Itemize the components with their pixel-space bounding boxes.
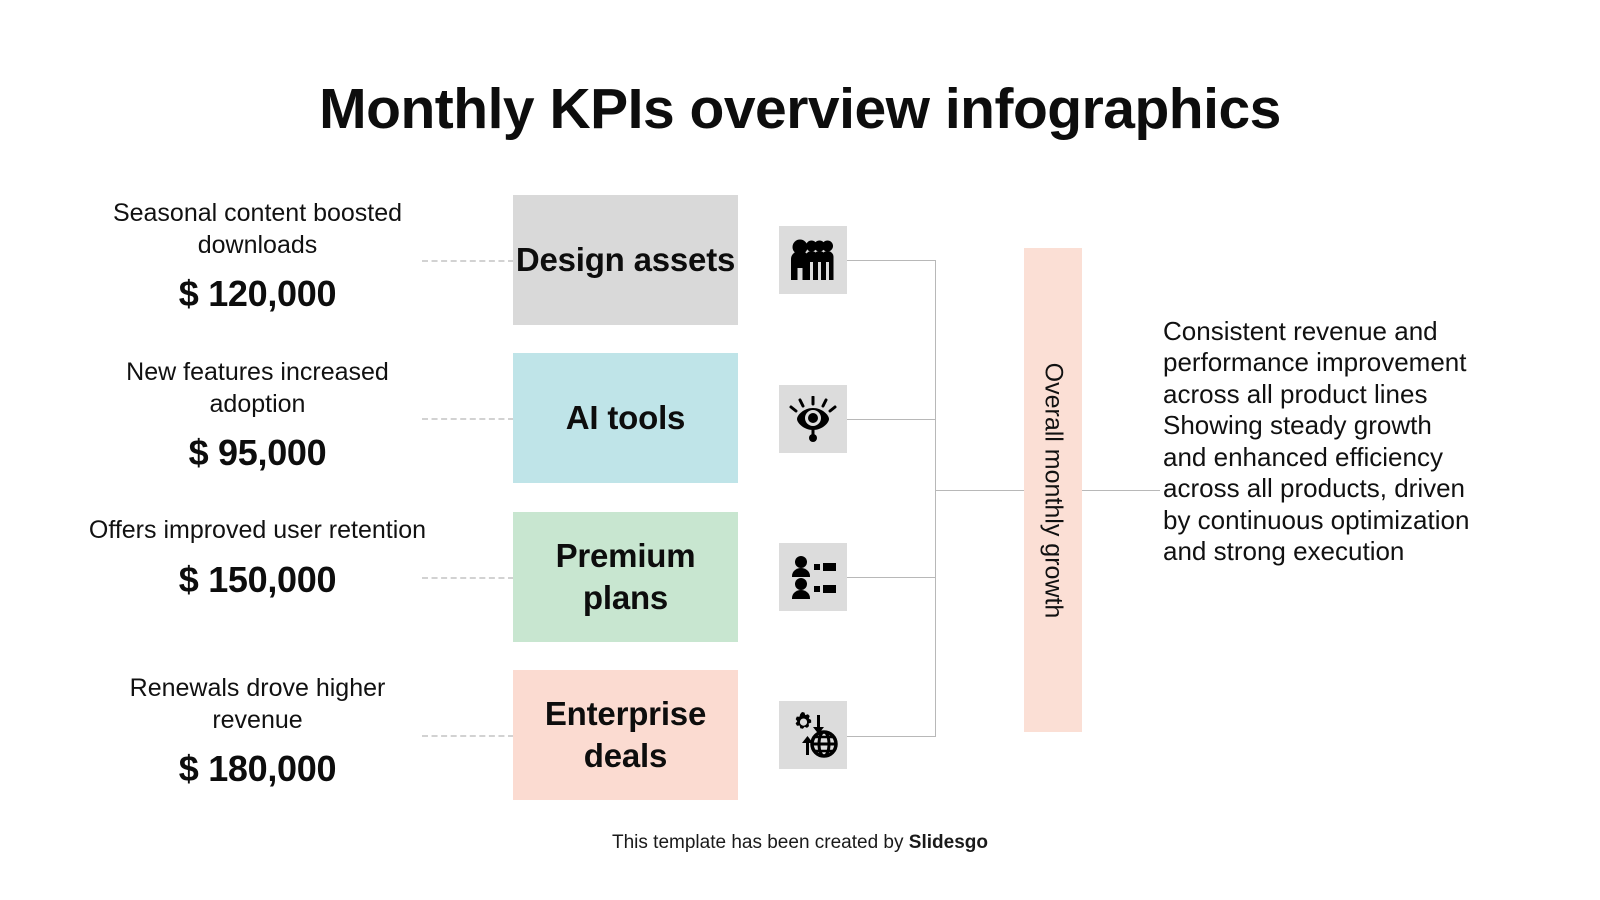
gear-globe-sync-icon <box>788 711 838 759</box>
footer-brand: Slidesgo <box>908 832 988 853</box>
icon-tile-premium-plans <box>779 543 847 611</box>
bracket-line <box>847 419 936 420</box>
stat-description: Offers improved user retention <box>88 516 427 544</box>
category-box-ai-tools[interactable]: AI tools <box>513 353 738 483</box>
icon-tile-ai-tools <box>779 385 847 453</box>
category-label: Premium plans <box>555 537 696 616</box>
stat-description: Renewals drove higher revenue <box>129 674 386 734</box>
crowd-of-people-icon <box>789 238 837 282</box>
bracket-line <box>847 260 936 261</box>
dashed-connector <box>422 418 514 420</box>
category-box-premium-plans[interactable]: Premium plans <box>513 512 738 642</box>
stat-description: New features increased adoption <box>126 358 389 418</box>
stat-block: Renewals drove higher revenue $ 180,000 <box>85 673 430 790</box>
stat-block: Seasonal content boosted downloads $ 120… <box>85 198 430 315</box>
dashed-connector <box>422 735 514 737</box>
category-label: AI tools <box>565 399 686 437</box>
summary-text: Consistent revenue and performance impro… <box>1163 316 1470 567</box>
dashed-connector <box>422 260 514 262</box>
page-title: Monthly KPIs overview infographics <box>319 77 1281 141</box>
user-list-icon <box>789 555 837 599</box>
bracket-line <box>847 736 936 737</box>
bracket-spine <box>935 260 936 736</box>
stat-value: $ 180,000 <box>178 748 337 789</box>
overall-growth-bar: Overall monthly growth <box>1024 248 1082 732</box>
category-label: Design assets <box>515 241 736 279</box>
stat-value: $ 120,000 <box>178 273 337 314</box>
stat-block: New features increased adoption $ 95,000 <box>85 357 430 474</box>
icon-tile-enterprise-deals <box>779 701 847 769</box>
stat-value: $ 95,000 <box>188 432 327 473</box>
eye-with-rays-icon <box>788 396 838 442</box>
stat-description: Seasonal content boosted downloads <box>112 199 403 259</box>
icon-tile-design-assets <box>779 226 847 294</box>
stat-value: $ 150,000 <box>178 558 337 600</box>
bracket-line <box>847 577 936 578</box>
footer-prefix: This template has been created by <box>612 832 909 853</box>
category-box-design-assets[interactable]: Design assets <box>513 195 738 325</box>
dashed-connector <box>422 577 514 579</box>
overall-growth-label: Overall monthly growth <box>1039 362 1068 618</box>
category-label: Enterprise deals <box>544 695 707 774</box>
category-box-enterprise-deals[interactable]: Enterprise deals <box>513 670 738 800</box>
stat-block: Offers improved user retention $ 150,000 <box>85 515 430 601</box>
footer-credit: This template has been created by Slides… <box>0 832 1600 854</box>
